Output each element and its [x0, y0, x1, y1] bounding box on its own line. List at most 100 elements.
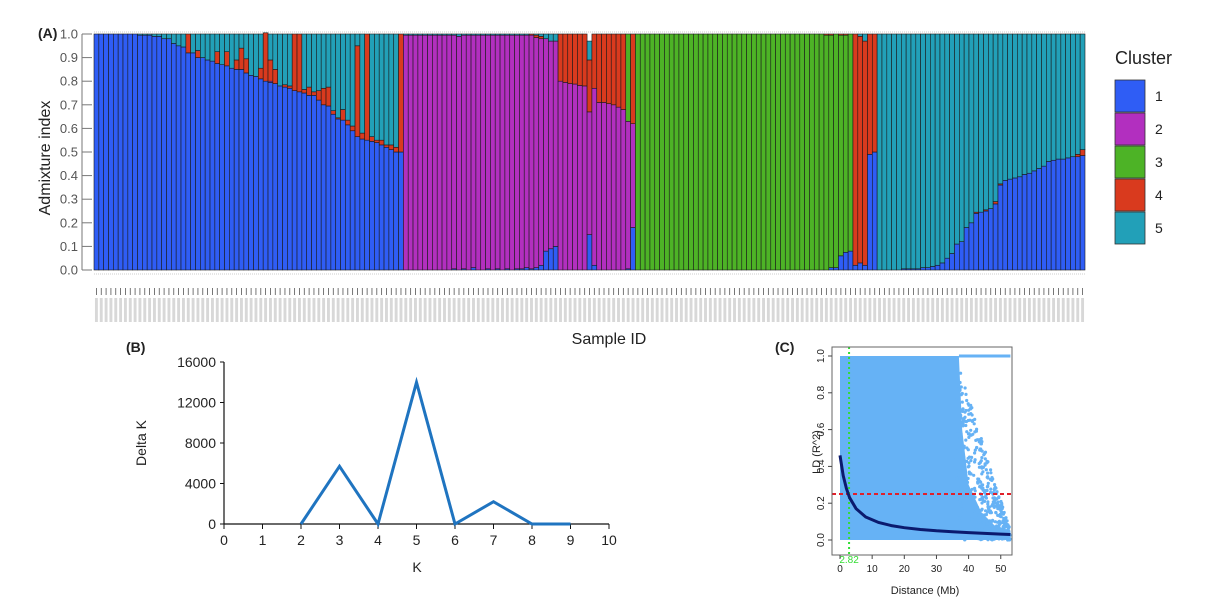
bar-segment-cluster-1: [992, 203, 999, 271]
bar-segment-cluster-2: [422, 34, 428, 271]
bar-segment-cluster-2: [504, 34, 511, 270]
sample-bar: [775, 33, 781, 271]
ld-point: [959, 485, 963, 489]
bar-segment-cluster-5: [470, 33, 477, 36]
sample-bar: [345, 33, 351, 271]
sample-bar: [403, 33, 409, 271]
bar-segment-cluster-5: [519, 33, 525, 36]
ld-point: [967, 408, 971, 412]
ld-point: [960, 487, 964, 491]
bar-segment-cluster-3: [804, 33, 810, 271]
ld-point: [959, 469, 963, 473]
sample-id-label: [1018, 298, 1022, 322]
panel-b-axes: 0 4000 8000 12000 16000 0 1 2 3 4 5 6 7 8 9 10: [177, 354, 617, 548]
ld-point: [1005, 522, 1009, 526]
sample-id-label: [1003, 298, 1007, 322]
bar-segment-cluster-5: [219, 33, 225, 65]
bar-segment-cluster-1: [325, 105, 332, 271]
sample-bar: [137, 33, 143, 271]
bar-segment-cluster-1: [523, 267, 530, 271]
bar-segment-cluster-4: [325, 86, 332, 107]
ld-point: [977, 525, 981, 529]
sample-bar: [717, 33, 723, 271]
sample-bar: [678, 33, 685, 271]
sample-bar: [185, 33, 191, 271]
sample-bar: [132, 33, 138, 271]
y-tick-label: 16000: [177, 354, 216, 370]
ld-decay-distance-label: 2.82: [839, 555, 859, 566]
bar-segment-cluster-5: [272, 33, 278, 70]
sample-id-label: [969, 298, 973, 322]
bar-segment-cluster-5: [910, 33, 917, 270]
sample-id-label: [302, 298, 306, 322]
sample-bar: [596, 33, 602, 271]
sample-bar: [900, 33, 907, 271]
ld-point: [981, 488, 985, 492]
ld-point: [985, 459, 989, 463]
sample-bar: [1036, 33, 1042, 271]
x-tick-label: 9: [567, 532, 575, 548]
sample-bar: [997, 33, 1004, 271]
bar-segment-cluster-4: [359, 132, 366, 140]
bar-segment-cluster-5: [1007, 33, 1013, 180]
bar-segment-cluster-1: [538, 264, 544, 271]
sample-bar: [1075, 33, 1081, 271]
ld-point: [999, 521, 1003, 525]
bar-segment-cluster-2: [499, 34, 506, 271]
bar-segment-cluster-1: [330, 113, 336, 271]
bar-segment-cluster-1: [963, 227, 970, 271]
bar-segment-cluster-5: [939, 33, 946, 264]
bar-segment-cluster-3: [635, 33, 641, 271]
legend-title: Cluster: [1115, 48, 1172, 68]
x-tick-label: 20: [899, 564, 911, 575]
sample-bar: [103, 33, 109, 271]
bar-segment-cluster-1: [200, 57, 206, 271]
ld-point: [956, 399, 960, 403]
bar-segment-cluster-5: [1055, 33, 1062, 160]
sample-id-label: [1071, 298, 1075, 322]
ld-point: [980, 456, 984, 460]
bar-segment-cluster-5: [1012, 33, 1018, 179]
bar-segment-cluster-1: [1079, 155, 1086, 271]
sample-bar: [538, 33, 544, 271]
x-tick-label: 8: [528, 532, 536, 548]
bar-segment-cluster-5: [983, 33, 989, 211]
bar-segment-cluster-5: [383, 33, 390, 146]
sample-bar: [891, 33, 897, 271]
bar-segment-cluster-4: [243, 58, 249, 74]
bar-segment-cluster-1: [224, 65, 230, 271]
sample-id-label: [786, 298, 790, 322]
sample-id-label: [109, 298, 113, 322]
ld-point: [962, 458, 966, 462]
ld-point: [980, 498, 985, 502]
sample-id-label: [911, 298, 915, 322]
sample-id-label: [312, 298, 316, 322]
bar-segment-cluster-5: [1002, 33, 1008, 181]
bar-segment-cluster-5: [523, 33, 530, 36]
bar-segment-cluster-4: [528, 33, 535, 36]
sample-bar: [354, 33, 361, 271]
bar-segment-cluster-5: [490, 33, 496, 36]
sample-bar: [258, 33, 264, 271]
sample-bar: [417, 33, 424, 271]
ld-point: [993, 498, 997, 502]
bar-segment-cluster-2: [552, 40, 559, 247]
ld-point: [974, 438, 978, 442]
sample-bar: [1079, 33, 1086, 271]
sample-bar: [963, 33, 970, 271]
bar-segment-cluster-5: [949, 33, 955, 254]
sample-bar: [316, 33, 322, 271]
bar-segment-cluster-3: [707, 33, 714, 271]
sample-bar: [688, 33, 694, 271]
bar-segment-cluster-5: [204, 33, 211, 61]
bar-segment-cluster-2: [533, 37, 540, 268]
sample-bar: [548, 33, 554, 271]
bar-segment-cluster-4: [282, 84, 288, 88]
bar-segment-cluster-1: [1021, 174, 1028, 271]
bar-segment-cluster-5: [282, 33, 288, 86]
sample-bar: [320, 33, 327, 271]
bar-segment-cluster-2: [509, 34, 515, 271]
bar-segment-cluster-5: [485, 33, 491, 36]
sample-id-label: [984, 298, 988, 322]
sample-id-label: [863, 298, 867, 322]
